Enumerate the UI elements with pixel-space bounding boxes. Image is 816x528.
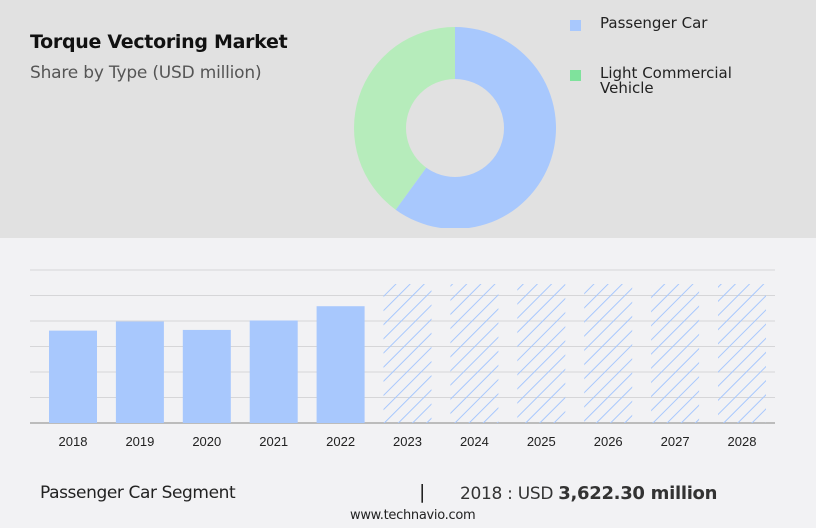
bar-chart: 2018 2019 2020 2021 2022 2023 2024 2025 2026 2027…	[30, 269, 775, 449]
x-axis-label: 2022	[326, 434, 355, 449]
x-axis-label: 2028	[728, 434, 757, 449]
forecast-bar	[517, 284, 566, 423]
legend-swatch-icon	[570, 20, 581, 31]
legend-label: Light Commercial Vehicle	[600, 64, 732, 97]
legend-item-passenger-car: Passenger Car	[570, 16, 780, 31]
legend-label: Passenger Car	[600, 14, 708, 32]
donut-chart	[354, 27, 556, 229]
forecast-bar	[383, 284, 432, 423]
x-axis-label: 2018	[59, 434, 88, 449]
x-axis-label: 2027	[661, 434, 690, 449]
x-axis-label: 2020	[192, 434, 221, 449]
legend-swatch-icon	[570, 70, 581, 81]
segment-value: 2018 : USD 3,622.30 million	[460, 483, 717, 504]
forecast-bar	[584, 284, 633, 423]
legend-item-light-commercial-vehicle: Light Commercial Vehicle	[570, 66, 780, 96]
year-prefix: 2018 : USD	[460, 484, 559, 504]
donut-slice	[354, 27, 455, 210]
bar	[182, 329, 231, 423]
chart-subtitle: Share by Type (USD million)	[30, 63, 262, 83]
x-axis-label: 2019	[125, 434, 154, 449]
value-bold: 3,622.30 million	[558, 483, 718, 504]
forecast-bar	[651, 284, 700, 423]
x-axis-label: 2023	[393, 434, 422, 449]
segment-label: Passenger Car Segment	[40, 483, 236, 503]
bar	[249, 320, 298, 423]
bar	[49, 330, 97, 423]
source-link[interactable]: www.technavio.com	[350, 508, 476, 523]
divider: |	[419, 481, 426, 503]
x-axis-label: 2024	[460, 434, 489, 449]
chart-title: Torque Vectoring Market	[30, 31, 288, 53]
x-axis-label: 2026	[594, 434, 623, 449]
bar	[316, 306, 365, 423]
bar	[115, 321, 164, 423]
x-axis-label: 2025	[527, 434, 556, 449]
x-axis-label: 2021	[259, 434, 288, 449]
forecast-bar	[450, 284, 499, 423]
forecast-bar	[718, 284, 766, 423]
